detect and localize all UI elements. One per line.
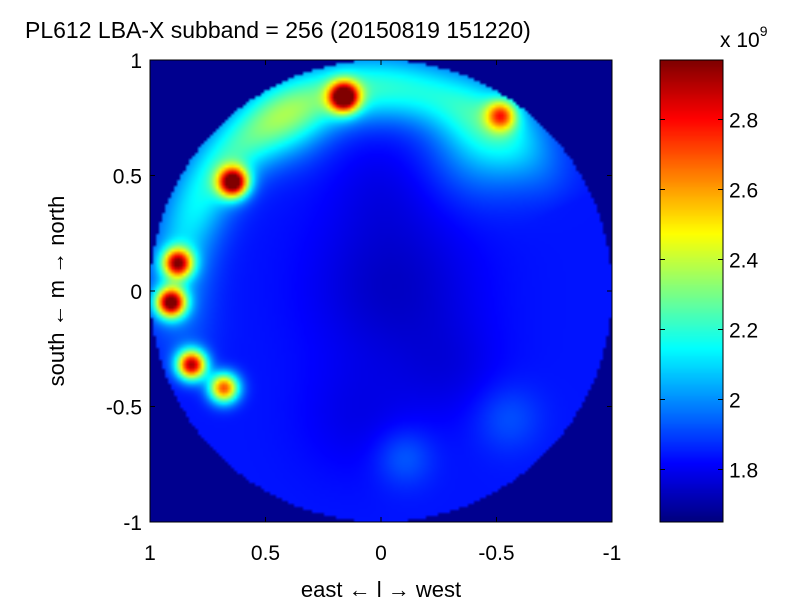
- colorbar-multiplier-base: x 10: [720, 29, 760, 52]
- colorbar-tick-label: 2: [729, 390, 741, 413]
- y-tick-label: 0: [130, 281, 142, 304]
- colorbar-tick-label: 1.8: [729, 460, 758, 483]
- x-axis: 1 0.5 0 -0.5 -1: [144, 60, 621, 565]
- y-axis: 1 0.5 0 -0.5 -1: [106, 50, 612, 535]
- x-tick-label: 1: [144, 542, 156, 565]
- colorbar-tick-label: 2.4: [729, 250, 759, 273]
- heatmap-image: [150, 60, 612, 522]
- x-tick-label: 0.5: [251, 542, 280, 565]
- colorbar: 1.8 2 2.2 2.4 2.6 2.8 x 109: [659, 23, 768, 523]
- colorbar-gradient: [660, 60, 723, 522]
- plot-area: [149, 59, 613, 523]
- x-tick-label: -0.5: [478, 542, 514, 565]
- x-tick-label: -1: [603, 542, 622, 565]
- y-axis-label: south ← m → north: [44, 196, 69, 387]
- x-tick-label: 0: [375, 542, 387, 565]
- x-axis-label: east ← l → west: [301, 577, 461, 600]
- colorbar-frame: [659, 59, 724, 523]
- colorbar-multiplier: x 109: [720, 23, 768, 52]
- y-tick-label: 1: [130, 50, 142, 73]
- y-tick-label: -1: [123, 512, 142, 535]
- y-tick-label: -0.5: [106, 397, 142, 420]
- colorbar-tick-label: 2.8: [729, 110, 758, 133]
- colorbar-multiplier-exponent: 9: [760, 23, 768, 39]
- chart-title: PL612 LBA-X subband = 256 (20150819 1512…: [25, 17, 531, 43]
- colorbar-tick-label: 2.2: [729, 320, 758, 343]
- y-tick-label: 0.5: [113, 166, 142, 189]
- colorbar-tick-label: 2.6: [729, 180, 758, 203]
- colorbar-ticks: 1.8 2 2.2 2.4 2.6 2.8: [660, 110, 759, 483]
